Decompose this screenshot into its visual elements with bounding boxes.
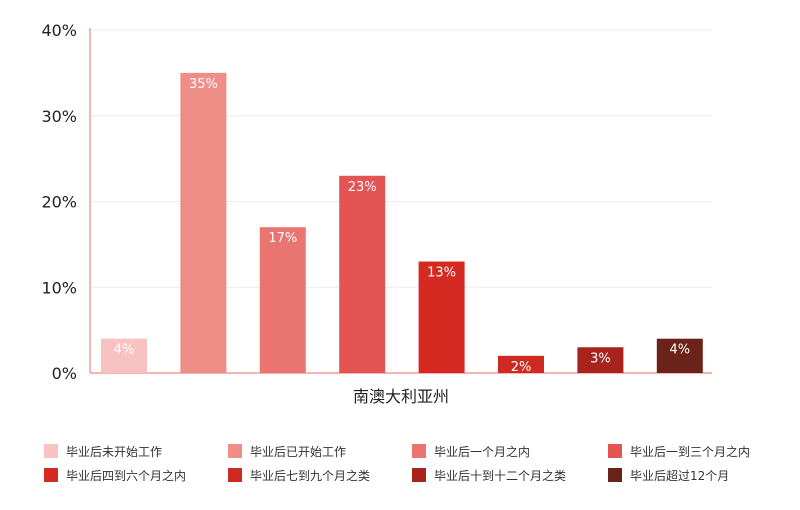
y-tick-label: 0% — [52, 364, 77, 383]
legend-label: 毕业后未开始工作 — [66, 444, 163, 459]
legend-label: 毕业后一到三个月之内 — [630, 444, 751, 459]
legend-swatch — [412, 468, 426, 482]
bar — [180, 72, 227, 373]
legend-label: 毕业后七到九个月之类 — [250, 468, 371, 483]
y-tick-label: 20% — [41, 193, 77, 212]
legend-label: 毕业后四到六个月之内 — [66, 468, 187, 483]
bar — [577, 347, 624, 373]
legend-item: 毕业后一到三个月之内 — [608, 442, 784, 460]
legend-item: 毕业后已开始工作 — [228, 442, 412, 460]
bar-value-label: 23% — [348, 180, 377, 195]
legend-label: 毕业后超过12个月 — [630, 468, 730, 483]
y-tick-labels: 0% 10% 20% 30% 40% — [41, 21, 77, 383]
legend-swatch — [228, 468, 242, 482]
bars — [101, 72, 703, 373]
bar-value-label: 4% — [669, 343, 690, 358]
legend-item: 毕业后十到十二个月之类 — [412, 466, 608, 484]
legend-item: 毕业后四到六个月之内 — [44, 466, 228, 484]
bar-chart: 0% 10% 20% 30% 40% 4% 35% 17% 23% 13% 2% 3% 4% 南澳大利… — [41, 21, 712, 406]
bar-value-label: 17% — [268, 231, 297, 246]
bar-value-label: 4% — [114, 343, 135, 358]
legend-swatch — [412, 444, 426, 458]
legend: 毕业后未开始工作 毕业后已开始工作 毕业后一个月之内 毕业后一到三个月之内毕业后四到六… — [44, 442, 784, 484]
bar-value-label: 3% — [590, 351, 611, 366]
legend-label: 毕业后十到十二个月之类 — [434, 468, 567, 483]
bar-value-label: 13% — [427, 266, 456, 281]
bar — [101, 338, 147, 373]
bar — [339, 175, 386, 373]
x-axis-label: 南澳大利亚州 — [353, 387, 449, 406]
y-tick-label: 40% — [41, 21, 77, 40]
legend-item: 毕业后一个月之内 — [412, 442, 608, 460]
legend-swatch — [228, 444, 242, 458]
legend-swatch — [44, 444, 58, 458]
legend-item: 毕业后七到九个月之类 — [228, 466, 412, 484]
legend-label: 毕业后一个月之内 — [434, 444, 531, 459]
legend-item: 毕业后未开始工作 — [44, 442, 228, 460]
bar — [259, 227, 306, 373]
bar-value-label: 2% — [511, 360, 532, 375]
legend-swatch — [44, 468, 58, 482]
y-tick-label: 30% — [41, 107, 77, 126]
bar — [656, 338, 703, 373]
legend-swatch — [608, 468, 622, 482]
legend-swatch — [608, 444, 622, 458]
bar-value-labels: 4% 35% 17% 23% 13% 2% 3% 4% — [114, 77, 690, 375]
legend-item: 毕业后超过12个月 — [608, 466, 784, 484]
bar — [498, 355, 544, 373]
legend-label: 毕业后已开始工作 — [250, 444, 347, 459]
bar — [418, 261, 465, 373]
y-tick-label: 10% — [41, 278, 77, 297]
bar-value-label: 35% — [189, 77, 218, 92]
